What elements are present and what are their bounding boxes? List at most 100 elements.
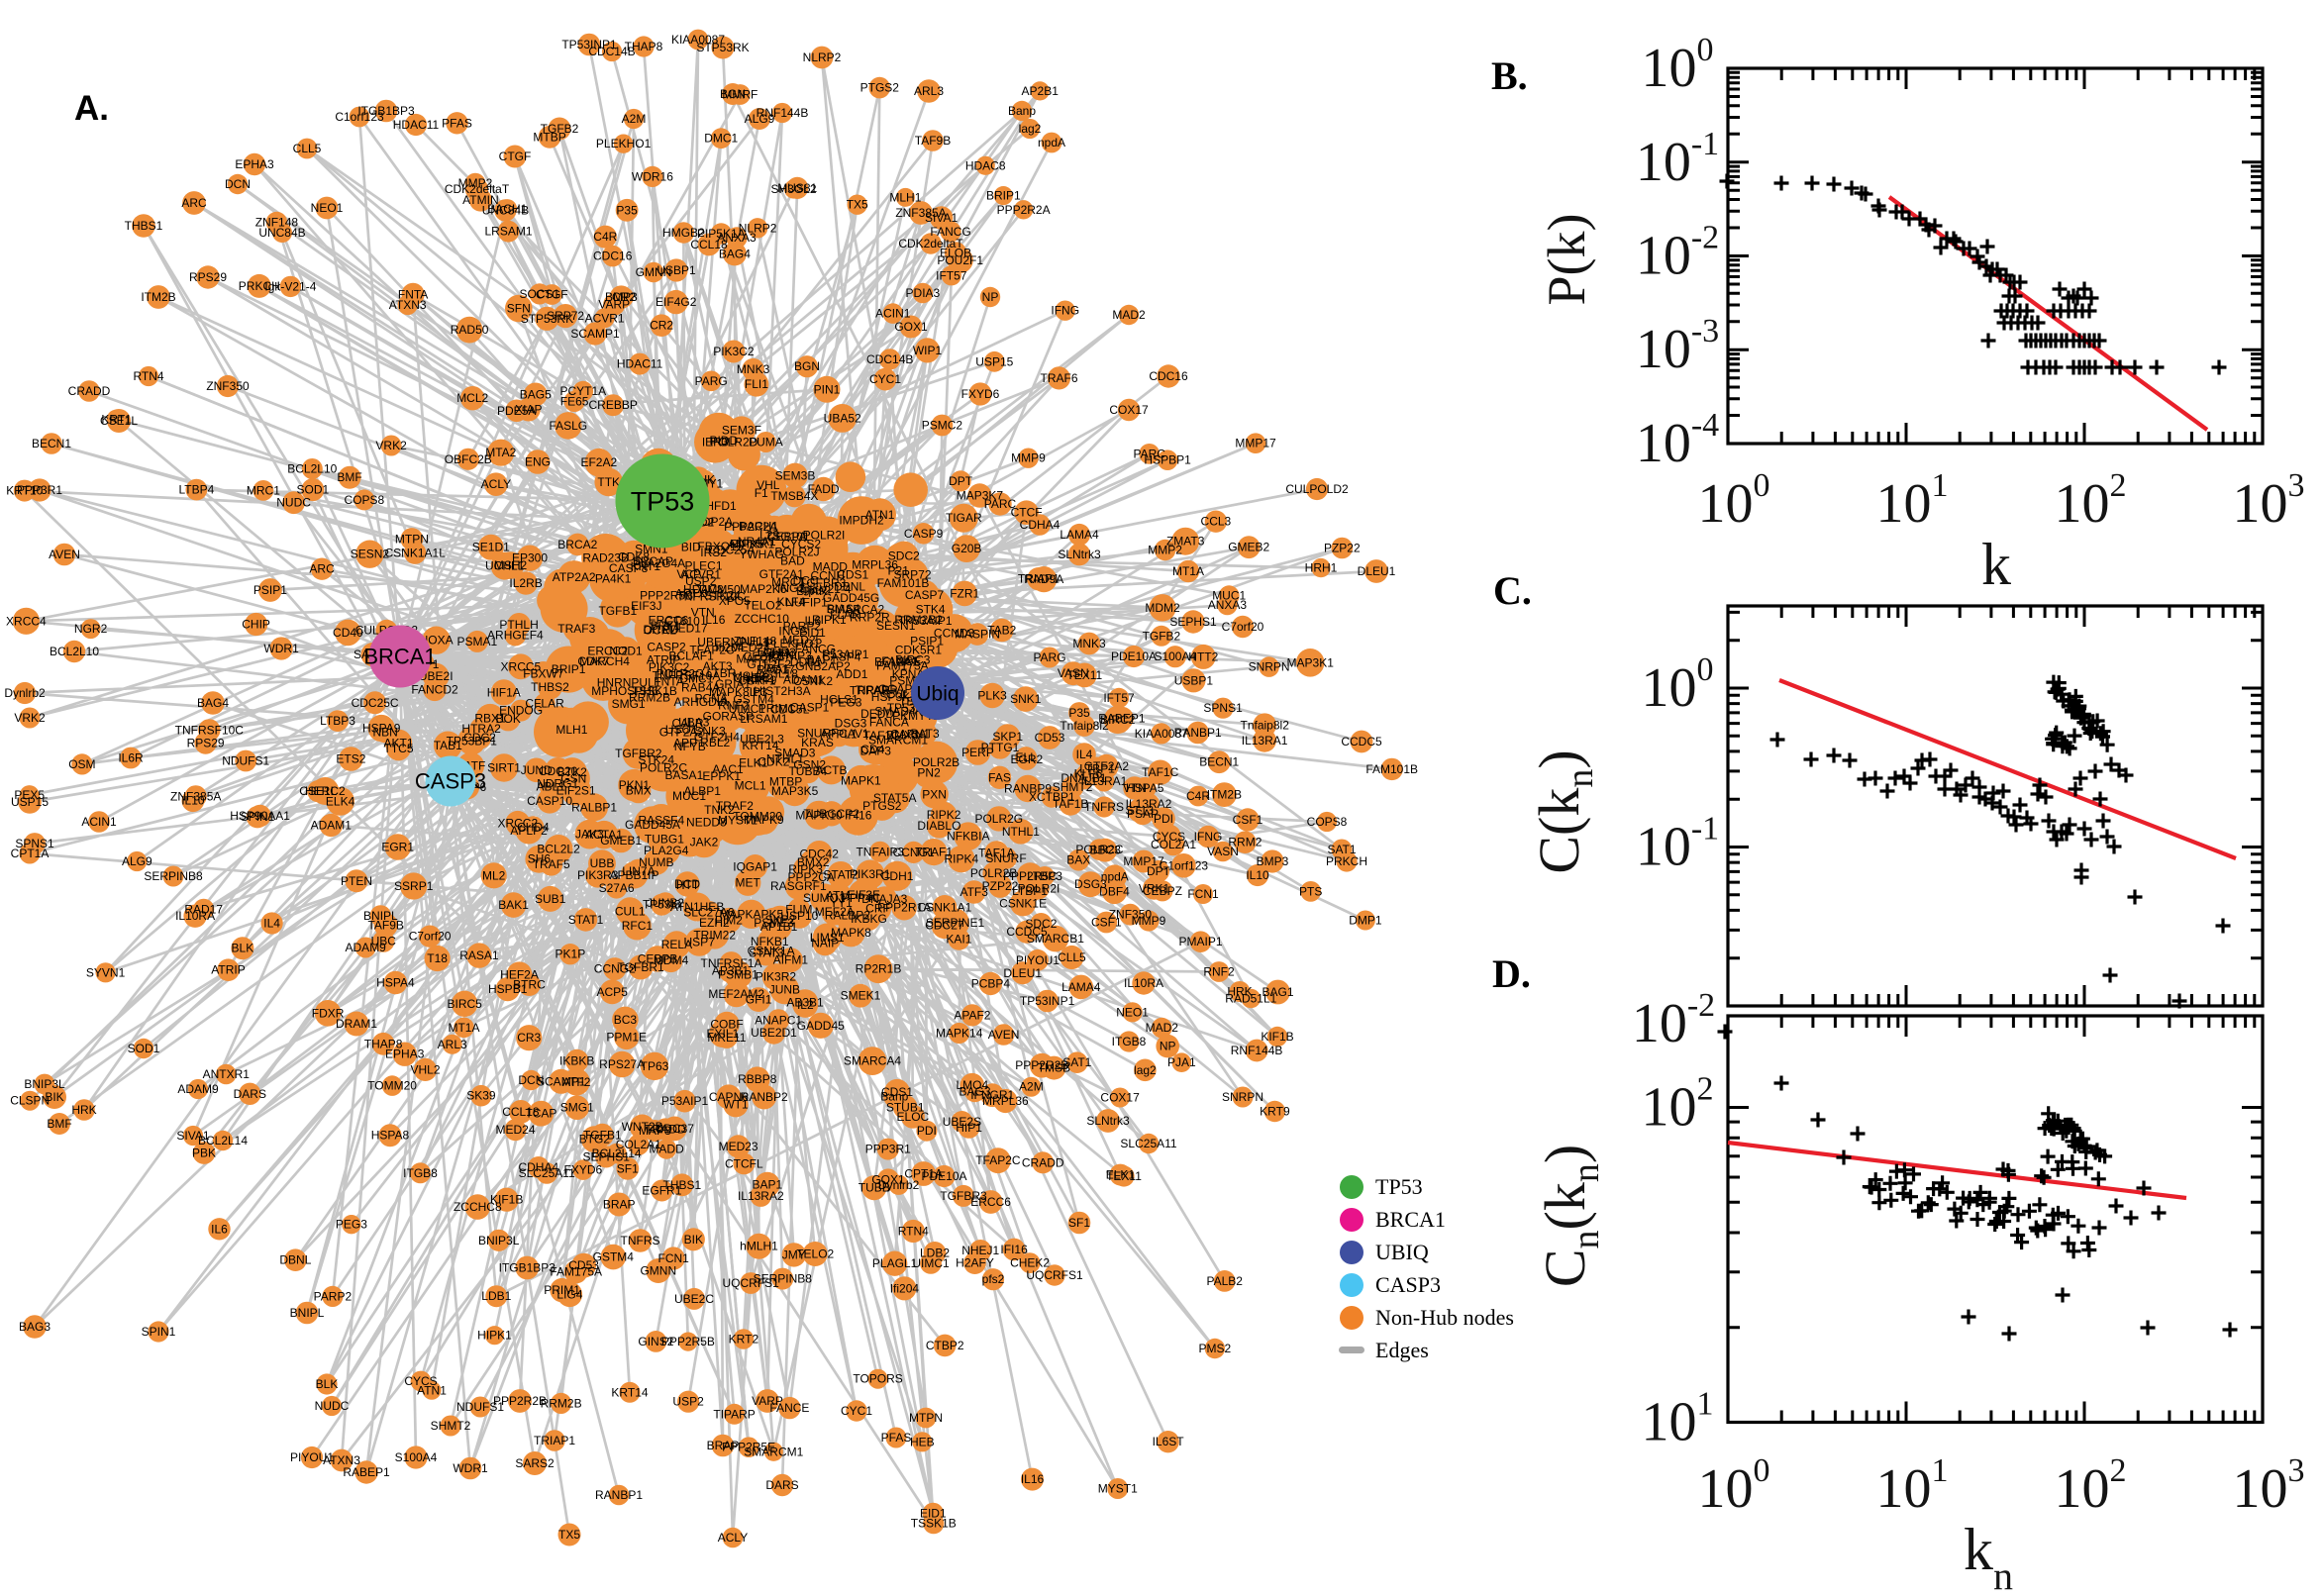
svg-text:LDB1: LDB1 bbox=[481, 1289, 511, 1303]
svg-text:BAD: BAD bbox=[780, 553, 805, 567]
svg-text:DLEU1: DLEU1 bbox=[1003, 966, 1042, 980]
svg-text:ML2: ML2 bbox=[482, 868, 506, 882]
svg-text:STK24: STK24 bbox=[638, 752, 674, 766]
svg-text:CD53: CD53 bbox=[1035, 731, 1065, 745]
svg-text:FANCA: FANCA bbox=[869, 716, 909, 730]
svg-text:MADD: MADD bbox=[649, 1143, 684, 1156]
svg-text:BC3: BC3 bbox=[614, 1013, 638, 1027]
svg-text:SERPINE1: SERPINE1 bbox=[926, 916, 985, 930]
svg-text:TIGAR: TIGAR bbox=[946, 511, 982, 525]
svg-text:ERCC6: ERCC6 bbox=[970, 1195, 1011, 1209]
svg-text:SEPHS1: SEPHS1 bbox=[1169, 615, 1217, 629]
svg-text:BCL2L2: BCL2L2 bbox=[537, 842, 580, 855]
svg-text:BRIP1: BRIP1 bbox=[986, 189, 1021, 203]
svg-text:PTEN: PTEN bbox=[341, 874, 372, 888]
svg-text:BGN: BGN bbox=[794, 359, 820, 373]
svg-text:RPS27A: RPS27A bbox=[599, 1057, 645, 1071]
svg-text:APPL1: APPL1 bbox=[820, 728, 858, 742]
svg-text:10-1: 10-1 bbox=[1636, 126, 1719, 193]
svg-text:CTCFL: CTCFL bbox=[725, 1156, 763, 1170]
svg-text:BAG3: BAG3 bbox=[19, 1320, 50, 1334]
svg-text:RNF144B: RNF144B bbox=[1231, 1044, 1283, 1057]
svg-text:GORASP: GORASP bbox=[703, 710, 754, 724]
svg-text:COPS8: COPS8 bbox=[1307, 815, 1348, 829]
svg-text:RALBP1: RALBP1 bbox=[571, 800, 617, 814]
svg-text:BAG5: BAG5 bbox=[520, 387, 552, 401]
svg-text:SIRT1: SIRT1 bbox=[487, 761, 521, 775]
svg-text:PSAP: PSAP bbox=[1127, 807, 1159, 821]
svg-text:BLK: BLK bbox=[232, 942, 254, 955]
svg-text:PPP3R1: PPP3R1 bbox=[865, 1143, 911, 1156]
svg-text:BLK: BLK bbox=[316, 1377, 339, 1391]
svg-text:HIF1A: HIF1A bbox=[487, 685, 521, 699]
svg-text:ACTB: ACTB bbox=[815, 763, 847, 777]
svg-text:PIDD: PIDD bbox=[709, 434, 738, 448]
svg-text:PSMB1: PSMB1 bbox=[718, 967, 758, 981]
svg-text:ADAM1: ADAM1 bbox=[311, 819, 353, 833]
svg-text:SPIN1: SPIN1 bbox=[142, 1325, 176, 1339]
svg-text:102: 102 bbox=[2055, 1452, 2127, 1520]
svg-text:BAK1: BAK1 bbox=[498, 898, 529, 912]
svg-text:PIP5K1A: PIP5K1A bbox=[697, 227, 746, 241]
svg-text:TP53: TP53 bbox=[631, 486, 695, 516]
svg-text:CSE1L: CSE1L bbox=[299, 784, 337, 798]
svg-text:UQCRFS1: UQCRFS1 bbox=[1026, 1268, 1083, 1282]
svg-text:VHL2: VHL2 bbox=[410, 1062, 440, 1076]
svg-text:C1orf123: C1orf123 bbox=[1160, 858, 1209, 872]
svg-text:MCL2: MCL2 bbox=[456, 391, 488, 405]
svg-text:BMF: BMF bbox=[47, 1117, 71, 1131]
svg-text:NGR2: NGR2 bbox=[74, 622, 108, 636]
svg-text:HSPA8: HSPA8 bbox=[371, 1129, 410, 1143]
svg-text:CLSPN: CLSPN bbox=[10, 1094, 50, 1108]
svg-text:MMP9: MMP9 bbox=[1011, 451, 1046, 465]
svg-text:CTGF: CTGF bbox=[536, 288, 568, 302]
svg-text:C4R: C4R bbox=[593, 230, 617, 244]
svg-text:C7orf20: C7orf20 bbox=[1222, 620, 1264, 634]
svg-text:PARG: PARG bbox=[1033, 650, 1065, 664]
svg-text:100: 100 bbox=[1698, 1452, 1770, 1520]
svg-text:ATP2A2: ATP2A2 bbox=[553, 570, 596, 584]
svg-text:BRCA1: BRCA1 bbox=[363, 645, 436, 669]
svg-text:CSF1: CSF1 bbox=[1233, 813, 1263, 827]
svg-text:EPHA3: EPHA3 bbox=[235, 157, 274, 171]
svg-text:IL13RA1: IL13RA1 bbox=[1242, 734, 1288, 748]
svg-text:HDAC8: HDAC8 bbox=[965, 158, 1006, 172]
svg-text:BCL2A1: BCL2A1 bbox=[874, 654, 919, 668]
svg-text:BAG4: BAG4 bbox=[719, 247, 751, 260]
svg-text:AAC1: AAC1 bbox=[712, 762, 744, 776]
svg-text:HSPA9: HSPA9 bbox=[362, 722, 401, 736]
svg-text:NP: NP bbox=[1160, 1040, 1176, 1053]
svg-text:DPT: DPT bbox=[949, 474, 973, 488]
svg-text:KRT1: KRT1 bbox=[101, 413, 132, 427]
svg-text:PSMC2: PSMC2 bbox=[922, 419, 963, 433]
svg-text:KAI1: KAI1 bbox=[946, 933, 971, 947]
svg-text:FAM175A: FAM175A bbox=[550, 1265, 602, 1279]
svg-text:PLEKHO1: PLEKHO1 bbox=[596, 137, 652, 150]
svg-text:PPM1E: PPM1E bbox=[606, 1031, 647, 1045]
svg-text:USBP1: USBP1 bbox=[1174, 673, 1214, 687]
svg-text:IL4: IL4 bbox=[263, 917, 280, 931]
svg-text:EPHA3: EPHA3 bbox=[385, 1047, 425, 1061]
svg-text:CDC14B: CDC14B bbox=[866, 352, 913, 366]
svg-text:BASA1: BASA1 bbox=[665, 768, 704, 782]
svg-text:VTN: VTN bbox=[1123, 781, 1147, 795]
svg-text:MMRF: MMRF bbox=[722, 88, 758, 102]
svg-text:BMP3: BMP3 bbox=[1257, 854, 1289, 868]
svg-text:TAB2: TAB2 bbox=[987, 624, 1016, 638]
svg-text:PZP22: PZP22 bbox=[1324, 542, 1361, 555]
svg-text:TOPORS: TOPORS bbox=[853, 1372, 902, 1386]
svg-text:TIPARP: TIPARP bbox=[713, 1407, 755, 1421]
svg-text:ACIN1: ACIN1 bbox=[81, 815, 117, 829]
svg-text:HDAC11: HDAC11 bbox=[393, 118, 440, 132]
svg-text:TAF9B: TAF9B bbox=[915, 134, 951, 148]
svg-text:OSM: OSM bbox=[68, 757, 95, 771]
svg-text:SRP72: SRP72 bbox=[547, 309, 584, 323]
svg-text:TRAF6: TRAF6 bbox=[1040, 371, 1077, 385]
svg-text:IKBKG: IKBKG bbox=[851, 912, 887, 926]
svg-text:CR2: CR2 bbox=[650, 319, 673, 333]
svg-text:kn: kn bbox=[1964, 1517, 2013, 1596]
svg-text:NP: NP bbox=[982, 290, 999, 304]
svg-text:TGFB2: TGFB2 bbox=[1143, 629, 1181, 643]
svg-text:GADD45G: GADD45G bbox=[823, 591, 879, 605]
svg-text:101: 101 bbox=[1876, 1452, 1949, 1520]
